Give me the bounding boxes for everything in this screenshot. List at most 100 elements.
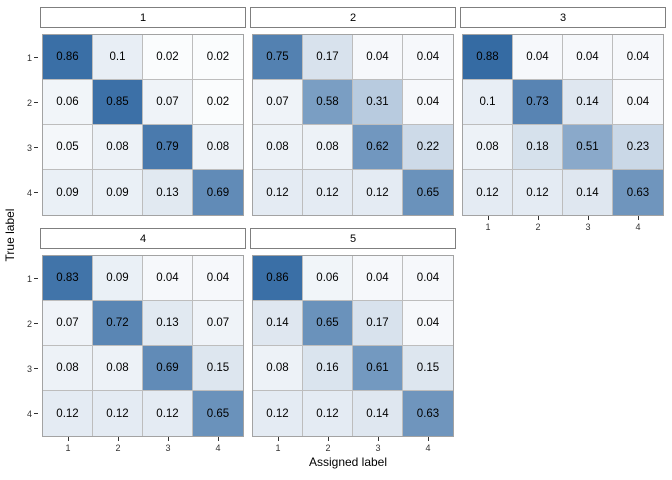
x-tick: 4	[613, 216, 663, 232]
confusion-matrix-grid: 0.88 0.04 0.04 0.04 0.1 0.73 0.14 0.04 0.08 0.18 0…	[462, 34, 664, 216]
y-tick-mark	[34, 192, 38, 193]
confusion-matrix-grid: 0.83 0.09 0.04 0.04 0.07 0.72 0.13 0.07 0.08 0.08…	[42, 255, 244, 437]
x-tick-mark	[377, 437, 379, 441]
matrix-cell: 0.04	[403, 301, 453, 346]
matrix-cell: 0.08	[93, 346, 143, 391]
y-axis: 1 2 3 4	[27, 35, 38, 215]
x-axis: 1 2 3 4	[463, 216, 663, 232]
matrix-cell: 0.72	[93, 301, 143, 346]
matrix-cell: 0.62	[353, 125, 403, 170]
matrix-cell: 0.85	[93, 80, 143, 125]
x-tick: 3	[353, 437, 403, 453]
y-tick: 2	[27, 80, 38, 125]
matrix-cell: 0.69	[193, 170, 243, 215]
x-tick: 2	[513, 216, 563, 232]
x-tick-label: 4	[425, 443, 431, 453]
matrix-cell: 0.86	[43, 35, 93, 80]
matrix-cell: 0.12	[253, 170, 303, 215]
x-tick-label: 3	[375, 443, 381, 453]
matrix-cell: 0.08	[253, 346, 303, 391]
panel-body: 0.75 0.17 0.04 0.04 0.07 0.58 0.31 0.04 0.08 0.08…	[252, 34, 454, 216]
matrix-cell: 0.65	[403, 170, 453, 215]
x-tick: 3	[143, 437, 193, 453]
matrix-cell: 0.1	[93, 35, 143, 80]
matrix-cell: 0.12	[353, 170, 403, 215]
x-tick-mark	[117, 437, 119, 441]
matrix-cell: 0.06	[303, 256, 353, 301]
matrix-cell: 0.07	[43, 301, 93, 346]
facet-strip-label: 3	[460, 7, 666, 28]
matrix-cell: 0.07	[253, 80, 303, 125]
matrix-cell: 0.14	[563, 80, 613, 125]
matrix-cell: 0.61	[353, 346, 403, 391]
y-tick-label: 4	[26, 187, 32, 198]
y-tick-mark	[34, 368, 38, 369]
y-axis: 1 2 3 4	[27, 256, 38, 436]
y-tick-mark	[34, 413, 38, 414]
matrix-cell: 0.02	[143, 35, 193, 80]
matrix-cell: 0.12	[43, 391, 93, 436]
matrix-cell: 0.04	[403, 256, 453, 301]
matrix-cell: 0.02	[193, 35, 243, 80]
x-tick-label: 4	[635, 222, 641, 232]
matrix-cell: 0.04	[613, 35, 663, 80]
matrix-cell: 0.08	[303, 125, 353, 170]
x-tick-label: 1	[65, 443, 71, 453]
matrix-cell: 0.1	[463, 80, 513, 125]
matrix-cell: 0.23	[613, 125, 663, 170]
matrix-cell: 0.79	[143, 125, 193, 170]
panel-body: 0.86 0.1 0.02 0.02 0.06 0.85 0.07 0.02 0.05 0.08 0…	[27, 34, 244, 216]
confusion-matrix-grid: 0.86 0.1 0.02 0.02 0.06 0.85 0.07 0.02 0.05 0.08 0…	[42, 34, 244, 216]
matrix-cell: 0.14	[253, 301, 303, 346]
matrix-cell: 0.18	[513, 125, 563, 170]
matrix-cell: 0.17	[303, 35, 353, 80]
matrix-cell: 0.13	[143, 301, 193, 346]
matrix-cell: 0.07	[143, 80, 193, 125]
facet-strip-label: 1	[40, 7, 246, 28]
y-tick-label: 3	[26, 363, 32, 374]
facet-strip-label: 5	[250, 228, 456, 249]
y-axis-title: True label	[3, 208, 17, 262]
matrix-cell: 0.05	[43, 125, 93, 170]
facet-panel-4: 4 0.83 0.09 0.04 0.04 0.07 0.72 0.13 0.07 0.08 0.0…	[27, 228, 246, 453]
x-tick-mark	[637, 216, 639, 220]
matrix-cell: 0.12	[143, 391, 193, 436]
x-tick-mark	[67, 437, 69, 441]
facet-panel-3: 3 0.88 0.04 0.04 0.04 0.1 0.73 0.14 0.04 0.08 0.18…	[460, 7, 666, 232]
facet-panel-5: 5 0.86 0.06 0.04 0.04 0.14 0.65 0.17 0.04 0.08 0.1…	[250, 228, 456, 453]
y-tick-label: 1	[26, 52, 32, 63]
matrix-cell: 0.65	[193, 391, 243, 436]
matrix-cell: 0.04	[143, 256, 193, 301]
y-tick-mark	[34, 147, 38, 148]
matrix-cell: 0.65	[303, 301, 353, 346]
x-tick-label: 1	[485, 222, 491, 232]
x-tick-mark	[277, 437, 279, 441]
matrix-cell: 0.04	[403, 35, 453, 80]
matrix-cell: 0.04	[353, 35, 403, 80]
matrix-cell: 0.09	[43, 170, 93, 215]
matrix-cell: 0.04	[353, 256, 403, 301]
matrix-cell: 0.15	[403, 346, 453, 391]
y-tick: 3	[27, 125, 38, 170]
panel-body: 0.83 0.09 0.04 0.04 0.07 0.72 0.13 0.07 0.08 0.08…	[27, 255, 244, 453]
x-tick-label: 3	[165, 443, 171, 453]
matrix-cell: 0.09	[93, 170, 143, 215]
x-tick-mark	[587, 216, 589, 220]
x-tick: 1	[253, 437, 303, 453]
y-tick-label: 2	[26, 97, 32, 108]
y-tick-label: 3	[26, 142, 32, 153]
matrix-cell: 0.63	[613, 170, 663, 215]
x-tick-mark	[487, 216, 489, 220]
matrix-cell: 0.09	[93, 256, 143, 301]
matrix-cell: 0.75	[253, 35, 303, 80]
x-tick-mark	[167, 437, 169, 441]
x-tick: 1	[463, 216, 513, 232]
y-tick: 4	[27, 391, 38, 436]
matrix-cell: 0.83	[43, 256, 93, 301]
panel-body: 0.86 0.06 0.04 0.04 0.14 0.65 0.17 0.04 0.08 0.16…	[252, 255, 454, 453]
confusion-matrix-grid: 0.75 0.17 0.04 0.04 0.07 0.58 0.31 0.04 0.08 0.08…	[252, 34, 454, 216]
matrix-cell: 0.04	[403, 80, 453, 125]
x-tick-mark	[327, 437, 329, 441]
facet-strip-label: 2	[250, 7, 456, 28]
x-tick-label: 2	[325, 443, 331, 453]
